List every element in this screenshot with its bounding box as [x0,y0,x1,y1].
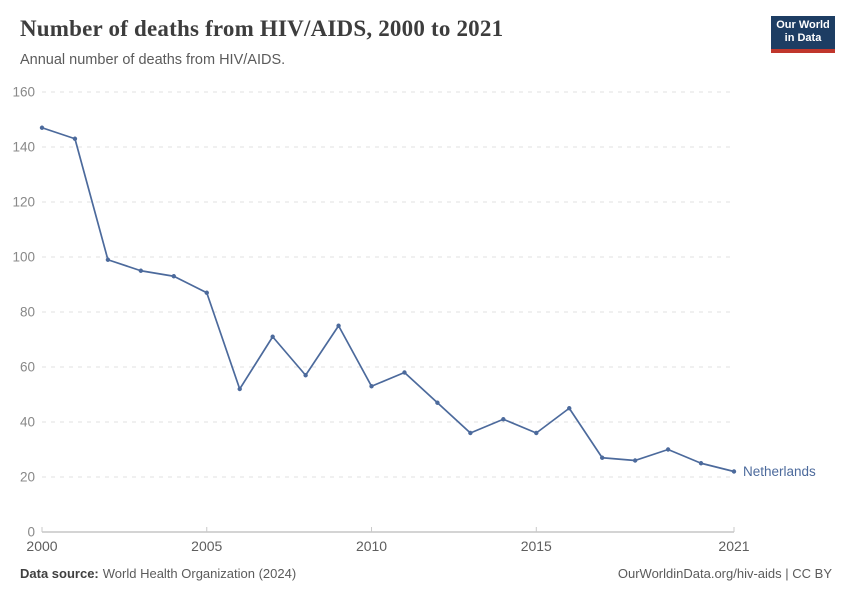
x-tick-label: 2021 [718,538,749,554]
logo-line1: Our World [776,19,830,31]
data-point-marker[interactable] [105,257,111,262]
y-tick-label: 120 [12,195,35,210]
data-source-label: Data source: [20,566,99,581]
y-tick-label: 100 [12,250,35,265]
data-point-marker[interactable] [138,268,144,273]
y-tick-label: 80 [20,305,35,320]
y-tick-label: 20 [20,470,35,485]
y-tick-label: 0 [27,525,35,540]
data-point-marker[interactable] [698,461,704,466]
data-source-value: World Health Organization (2024) [102,566,297,581]
y-tick-label: 160 [12,85,35,100]
data-point-marker[interactable] [632,458,638,463]
x-tick-label: 2015 [521,538,552,554]
data-point-marker[interactable] [501,417,506,422]
series-end-label: Netherlands [743,464,816,479]
y-tick-label: 140 [12,140,35,155]
x-tick-label: 2000 [26,538,57,554]
page-title: Number of deaths from HIV/AIDS, 2000 to … [20,16,504,41]
logo-line2: in Data [784,32,822,44]
data-point-marker[interactable] [665,447,671,452]
x-tick-label: 2010 [356,538,387,554]
footer-links: OurWorldinData.org/hiv-aids | CC BY [618,566,832,581]
footer-separator: | [781,566,793,581]
data-point-marker[interactable] [567,406,572,411]
data-point-marker[interactable] [534,430,539,436]
data-point-marker[interactable] [204,290,209,295]
data-point-marker[interactable] [599,455,605,460]
data-point-marker[interactable] [303,373,308,378]
data-point-marker[interactable] [72,136,78,141]
y-tick-label: 40 [20,415,35,430]
x-tick-label: 2005 [191,538,222,554]
data-point-marker[interactable] [39,125,45,130]
data-point-marker[interactable] [435,400,440,405]
chart-footer: Data source: World Health Organization (2… [0,566,850,581]
y-tick-label: 60 [20,360,35,375]
data-point-marker[interactable] [336,323,341,328]
data-point-marker[interactable] [171,274,177,279]
data-point-marker[interactable] [270,334,275,339]
chart-subtitle: Annual number of deaths from HIV/AIDS. [20,52,286,68]
series-line[interactable] [41,126,735,473]
chart-header: Number of deaths from HIV/AIDS, 2000 to … [0,0,850,80]
owid-url-link[interactable]: OurWorldinData.org/hiv-aids [617,566,782,581]
license-link[interactable]: CC BY [792,566,832,581]
data-point-marker[interactable] [468,430,473,436]
data-point-marker[interactable] [731,469,737,474]
owid-logo[interactable]: Our World in Data [771,16,835,53]
data-source: Data source: World Health Organization (2… [20,566,296,581]
data-point-marker[interactable] [402,370,407,375]
data-point-marker[interactable] [237,386,242,392]
data-point-marker[interactable] [369,384,374,389]
